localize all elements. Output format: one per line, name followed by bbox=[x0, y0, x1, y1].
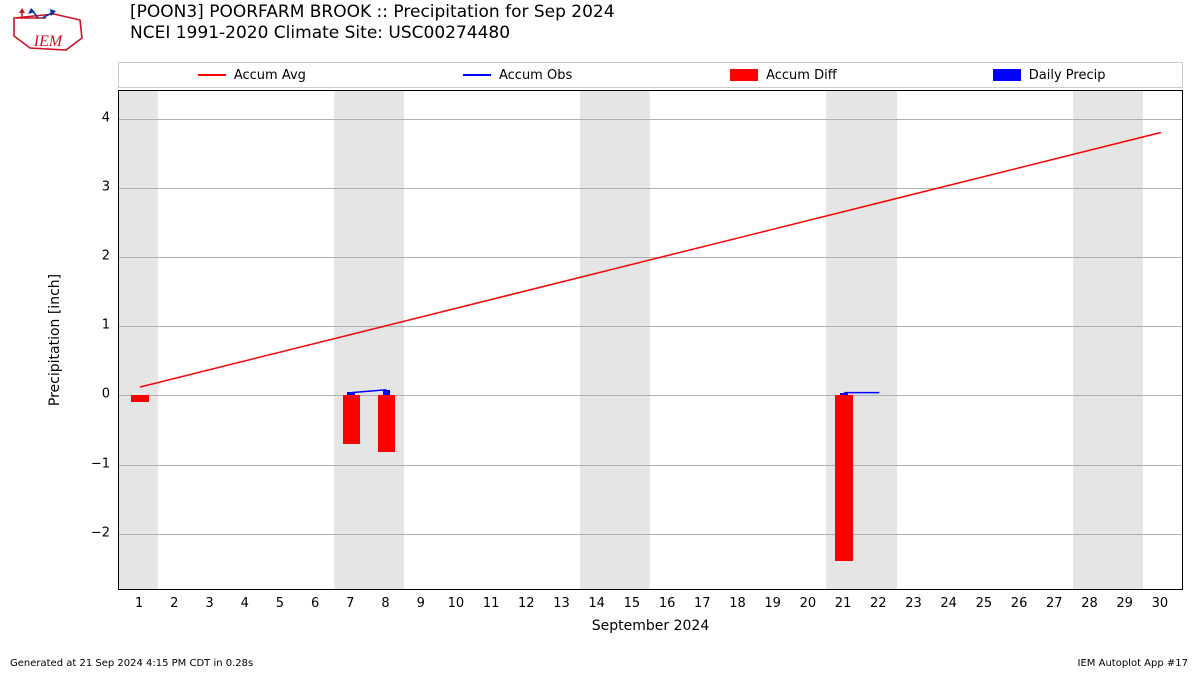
xtick-label: 21 bbox=[835, 596, 852, 611]
xtick-label: 18 bbox=[729, 596, 746, 611]
xtick-label: 15 bbox=[624, 596, 641, 611]
ytick-label: −2 bbox=[70, 525, 110, 540]
ytick-label: 0 bbox=[70, 387, 110, 402]
plot-area bbox=[118, 90, 1183, 590]
ytick-label: 3 bbox=[70, 179, 110, 194]
legend-item: Accum Avg bbox=[119, 68, 385, 83]
xtick-label: 1 bbox=[135, 596, 143, 611]
xtick-label: 2 bbox=[170, 596, 178, 611]
xtick-label: 24 bbox=[940, 596, 957, 611]
accum-avg-line bbox=[140, 133, 1161, 388]
line-overlay bbox=[119, 91, 1182, 589]
xtick-label: 7 bbox=[346, 596, 354, 611]
title-line-2: NCEI 1991-2020 Climate Site: USC00274480 bbox=[130, 23, 615, 44]
legend-swatch bbox=[993, 69, 1021, 81]
xtick-label: 19 bbox=[764, 596, 781, 611]
legend-item: Daily Precip bbox=[916, 68, 1182, 83]
legend-swatch bbox=[198, 74, 226, 76]
x-axis-label: September 2024 bbox=[118, 618, 1183, 634]
xtick-label: 14 bbox=[588, 596, 605, 611]
accum-obs-line bbox=[351, 390, 386, 393]
svg-text:IEM: IEM bbox=[33, 33, 64, 50]
legend-swatch bbox=[730, 69, 758, 81]
ytick-label: 1 bbox=[70, 318, 110, 333]
xtick-label: 6 bbox=[311, 596, 319, 611]
xtick-label: 13 bbox=[553, 596, 570, 611]
xtick-label: 11 bbox=[483, 596, 500, 611]
legend-item: Accum Obs bbox=[385, 68, 651, 83]
legend-label: Daily Precip bbox=[1029, 68, 1106, 83]
xtick-label: 28 bbox=[1081, 596, 1098, 611]
xtick-label: 3 bbox=[205, 596, 213, 611]
y-axis-label: Precipitation [inch] bbox=[47, 274, 63, 406]
footer-timestamp: Generated at 21 Sep 2024 4:15 PM CDT in … bbox=[10, 658, 253, 669]
xtick-label: 4 bbox=[241, 596, 249, 611]
xtick-label: 23 bbox=[905, 596, 922, 611]
legend: Accum Avg Accum Obs Accum Diff Daily Precip bbox=[118, 62, 1183, 88]
legend-label: Accum Avg bbox=[234, 68, 306, 83]
xtick-label: 20 bbox=[800, 596, 817, 611]
xtick-label: 29 bbox=[1116, 596, 1133, 611]
footer-app: IEM Autoplot App #17 bbox=[1078, 658, 1188, 669]
xtick-label: 8 bbox=[381, 596, 389, 611]
legend-label: Accum Diff bbox=[766, 68, 837, 83]
xtick-label: 10 bbox=[448, 596, 465, 611]
xtick-label: 27 bbox=[1046, 596, 1063, 611]
chart-title: [POON3] POORFARM BROOK :: Precipitation … bbox=[130, 2, 615, 45]
legend-swatch bbox=[463, 74, 491, 76]
ytick-label: 2 bbox=[70, 249, 110, 264]
legend-item: Accum Diff bbox=[651, 68, 917, 83]
xtick-label: 5 bbox=[276, 596, 284, 611]
xtick-label: 30 bbox=[1152, 596, 1169, 611]
ytick-label: 4 bbox=[70, 110, 110, 125]
xtick-label: 25 bbox=[976, 596, 993, 611]
xtick-label: 9 bbox=[417, 596, 425, 611]
title-line-1: [POON3] POORFARM BROOK :: Precipitation … bbox=[130, 2, 615, 23]
xtick-label: 16 bbox=[659, 596, 676, 611]
ytick-label: −1 bbox=[70, 456, 110, 471]
xtick-label: 22 bbox=[870, 596, 887, 611]
iem-logo: IEM bbox=[8, 6, 88, 56]
xtick-label: 12 bbox=[518, 596, 535, 611]
legend-label: Accum Obs bbox=[499, 68, 572, 83]
xtick-label: 26 bbox=[1011, 596, 1028, 611]
xtick-label: 17 bbox=[694, 596, 711, 611]
